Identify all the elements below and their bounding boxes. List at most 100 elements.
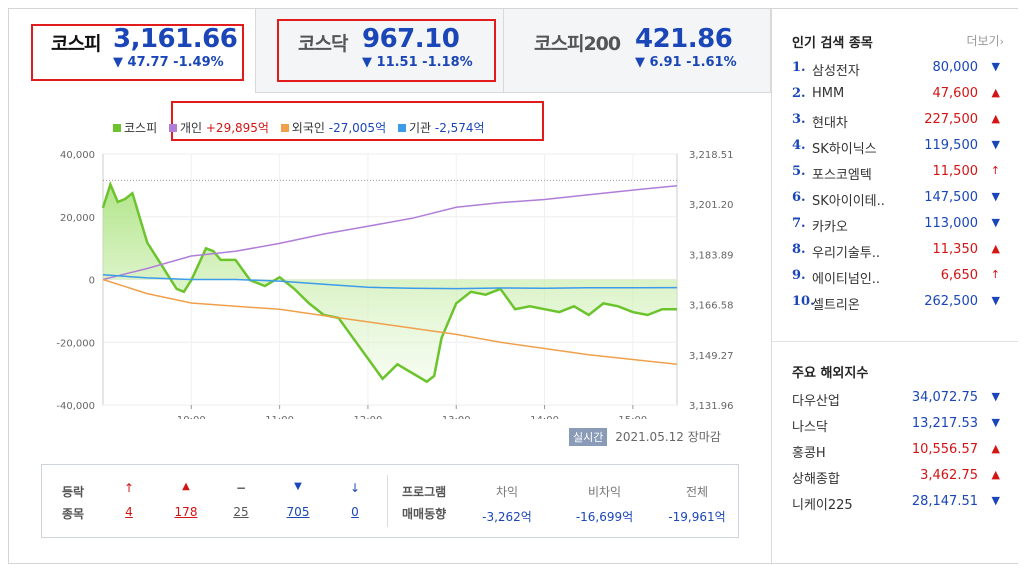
- y-right-tick-label: 3,149.27: [689, 351, 734, 362]
- limit-up-count[interactable]: ↑ 4: [114, 481, 144, 519]
- popular-item[interactable]: 5. 포스코엠텍 11,500 ↑: [792, 164, 1004, 188]
- index-name: 나스닥: [792, 420, 828, 435]
- fall-count[interactable]: ▼ 705: [280, 481, 316, 519]
- tab-change: ▼ 11.51 -1.18%: [362, 55, 473, 70]
- rank: 8.: [792, 242, 806, 257]
- x-tick-label: 10:00: [177, 415, 206, 419]
- stock-price: 113,000: [924, 216, 978, 231]
- popular-item[interactable]: 2. HMM 47,600 ▲: [792, 86, 1004, 110]
- market-widget: 코스피 3,161.66 ▼ 47.77 -1.49% 코스닥 967.10 ▼…: [8, 8, 1018, 564]
- y-left-tick-label: 40,000: [60, 150, 95, 161]
- index-name: 다우산업: [792, 394, 840, 409]
- index-value: 13,217.53: [911, 416, 978, 431]
- rank: 2.: [792, 86, 806, 101]
- popular-item[interactable]: 4. SK하이닉스 119,500 ▼: [792, 138, 1004, 162]
- index-tabs: 코스피 3,161.66 ▼ 47.77 -1.49% 코스닥 967.10 ▼…: [9, 9, 771, 93]
- popular-item[interactable]: 9. 에이티넘인.. 6,650 ↑: [792, 268, 1004, 292]
- overseas-item[interactable]: 상해종합 3,462.75 ▲: [792, 468, 1004, 492]
- rank: 6.: [792, 190, 806, 205]
- stock-name: 삼성전자: [812, 64, 860, 79]
- tab-name: 코스닥: [298, 33, 348, 55]
- popular-item[interactable]: 10. 셀트리온 262,500 ▼: [792, 294, 1004, 318]
- stats-label-updown: 등락: [62, 485, 85, 499]
- up-arrow-icon: ▲: [991, 112, 1000, 125]
- limit-up-icon: ↑: [990, 164, 1000, 177]
- rise-count[interactable]: ▲ 178: [168, 481, 204, 519]
- tab-kosdaq[interactable]: 코스닥 967.10 ▼ 11.51 -1.18%: [256, 9, 504, 93]
- more-link[interactable]: 더보기›: [966, 34, 1004, 48]
- popular-title: 인기 검색 종목: [792, 36, 873, 51]
- popular-item[interactable]: 1. 삼성전자 80,000 ▼: [792, 60, 1004, 84]
- realtime-badge[interactable]: 실시간: [569, 428, 608, 446]
- y-right-tick-label: 3,183.89: [689, 250, 734, 261]
- rank: 9.: [792, 268, 806, 283]
- tab-change: ▼ 6.91 -1.61%: [635, 55, 737, 70]
- overseas-item[interactable]: 다우산업 34,072.75 ▼: [792, 390, 1004, 414]
- unchanged-icon: −: [235, 481, 247, 495]
- stats-divider: [387, 475, 388, 527]
- overseas-item[interactable]: 나스닥 13,217.53 ▼: [792, 416, 1004, 440]
- stock-price: 11,350: [932, 242, 979, 257]
- stock-price: 11,500: [932, 164, 979, 179]
- stock-price: 119,500: [924, 138, 978, 153]
- up-arrow-icon: ▲: [991, 468, 1000, 481]
- highlight-box-investors: [171, 101, 544, 141]
- stock-name: 포스코엠텍: [812, 168, 872, 183]
- down-arrow-icon: ▼: [991, 60, 1000, 73]
- popular-item[interactable]: 7. 카카오 113,000 ▼: [792, 216, 1004, 240]
- market-stats-panel: 등락 종목 ↑ 4 ▲ 178 − 25 ▼ 705 ↓ 0 프로그램 매매동향…: [41, 464, 739, 538]
- overseas-item[interactable]: 니케이225 28,147.51 ▼: [792, 494, 1004, 518]
- y-right-tick-label: 3,218.51: [689, 150, 734, 161]
- down-arrow-icon: ▼: [991, 416, 1000, 429]
- limit-up-icon: ↑: [990, 268, 1000, 281]
- index-value: 10,556.57: [911, 442, 978, 457]
- stock-price: 80,000: [932, 60, 979, 75]
- index-value: 28,147.51: [911, 494, 978, 509]
- legend-foreign[interactable]: 외국인 -27,005억: [280, 119, 386, 136]
- popular-item[interactable]: 6. SK아이이테.. 147,500 ▼: [792, 190, 1004, 214]
- tab-name: 코스피200: [534, 33, 621, 55]
- up-arrow-icon: ▲: [991, 242, 1000, 255]
- popular-item[interactable]: 3. 현대차 227,500 ▲: [792, 112, 1004, 136]
- stock-name: 카카오: [812, 220, 848, 235]
- rank: 4.: [792, 138, 806, 153]
- market-status: 장마감: [687, 430, 721, 444]
- rank: 1.: [792, 60, 806, 75]
- unchanged-count[interactable]: − 25: [226, 481, 256, 519]
- stock-name: 에이티넘인..: [812, 272, 881, 287]
- program-total: 전체 -19,961억: [668, 485, 726, 524]
- rank: 10.: [792, 294, 815, 309]
- x-tick-label: 13:00: [442, 415, 471, 419]
- down-arrow-icon: ▼: [991, 216, 1000, 229]
- highlight-box-kospi: [31, 24, 244, 81]
- rank: 5.: [792, 164, 806, 179]
- program-arbitrage: 차익 -3,262억: [482, 485, 532, 524]
- x-tick-label: 14:00: [530, 415, 559, 419]
- tab-kospi200[interactable]: 코스피200 421.86 ▼ 6.91 -1.61%: [504, 9, 771, 93]
- sidebar: 인기 검색 종목 더보기› 1. 삼성전자 80,000 ▼ 2. HMM 47,600 ▲ 3…: [771, 9, 1018, 563]
- rank: 3.: [792, 112, 806, 127]
- rank: 7.: [792, 216, 806, 231]
- popular-item[interactable]: 8. 우리기술투.. 11,350 ▲: [792, 242, 1004, 266]
- limit-down-count[interactable]: ↓ 0: [340, 481, 370, 519]
- stock-name: HMM: [812, 86, 845, 101]
- y-left-tick-label: -40,000: [56, 401, 95, 412]
- y-right-tick-label: 3,166.58: [689, 301, 734, 312]
- foreign-line: [102, 278, 678, 365]
- index-name: 홍콩H: [792, 446, 826, 461]
- overseas-item[interactable]: 홍콩H 10,556.57 ▲: [792, 442, 1004, 466]
- x-tick-label: 15:00: [618, 415, 647, 419]
- stats-label-stocks: 종목: [62, 507, 85, 521]
- chart-legend: 코스피 개인 +29,895억 외국인 -27,005억 기관 -2,574억: [113, 119, 493, 136]
- legend-institution[interactable]: 기관 -2,574억: [397, 119, 485, 136]
- investor-trend-chart: 40,000 20,000 0 -20,000 -40,000 3,218.51 3,201…: [56, 150, 734, 419]
- stock-name: SK아이이테..: [812, 194, 885, 209]
- index-name: 니케이225: [792, 498, 853, 513]
- legend-kospi[interactable]: 코스피: [113, 119, 157, 136]
- time-info: 실시간 2021.05.12 장마감: [569, 428, 721, 446]
- stock-price: 147,500: [924, 190, 978, 205]
- down-arrow-icon: ▼: [991, 138, 1000, 151]
- legend-individual[interactable]: 개인 +29,895억: [168, 119, 269, 136]
- sidebar-divider: [772, 341, 1018, 342]
- stock-name: SK하이닉스: [812, 142, 877, 157]
